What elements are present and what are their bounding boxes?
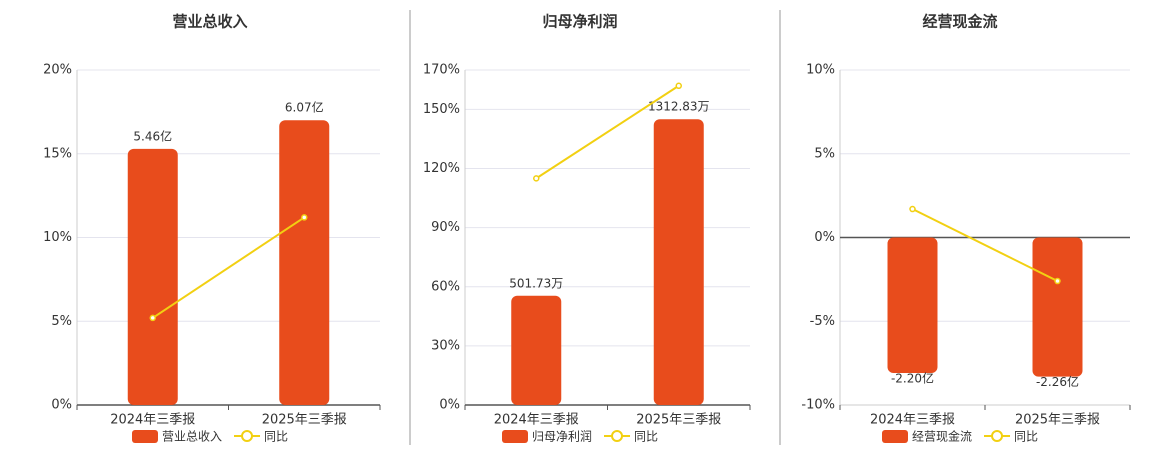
- bar: [887, 237, 938, 373]
- legend-swatch: [882, 430, 908, 443]
- value-label: 6.07亿: [285, 100, 324, 115]
- value-label: 1312.83万: [648, 100, 710, 114]
- line-point: [675, 82, 682, 90]
- chart-title: 归母净利润: [542, 13, 617, 31]
- value-label: 501.73万: [509, 276, 563, 290]
- line: [912, 208, 1058, 282]
- x-tick-label: 2025年三季报: [636, 413, 721, 428]
- legend-swatch: [132, 430, 158, 443]
- x-tick-label: 2024年三季报: [110, 413, 195, 428]
- legend-label: 营业总收入: [162, 430, 222, 444]
- bar: [511, 295, 562, 405]
- bar: [127, 148, 178, 405]
- y-tick-label: 30%: [431, 338, 460, 353]
- legend-label: 同比: [264, 430, 288, 444]
- y-tick-label: 150%: [423, 102, 460, 117]
- value-label: -2.20亿: [891, 370, 934, 385]
- bar: [653, 119, 704, 405]
- y-tick-label: 170%: [423, 63, 460, 78]
- y-tick-label: 20%: [43, 63, 72, 78]
- x-tick-label: 2024年三季报: [870, 413, 955, 428]
- legend-swatch: [241, 430, 254, 442]
- line: [535, 84, 680, 180]
- y-tick-label: -10%: [801, 398, 835, 413]
- bar: [1032, 237, 1083, 377]
- x-tick-label: 2025年三季报: [1015, 413, 1100, 428]
- line-point: [909, 205, 916, 213]
- y-tick-label: -5%: [810, 314, 835, 329]
- line: [152, 216, 305, 319]
- y-tick-label: 10%: [43, 230, 72, 245]
- value-label: -2.26亿: [1036, 374, 1079, 389]
- y-tick-label: 0%: [814, 230, 835, 245]
- legend-swatch: [502, 430, 528, 443]
- y-tick-label: 5%: [814, 146, 835, 161]
- y-tick-label: 15%: [43, 146, 72, 161]
- y-tick-label: 120%: [423, 161, 460, 176]
- y-tick-label: 5%: [51, 314, 72, 329]
- line-point: [1054, 277, 1061, 285]
- legend-label: 同比: [1014, 430, 1038, 444]
- y-tick-label: 60%: [431, 279, 460, 294]
- y-tick-label: 10%: [806, 63, 835, 78]
- value-label: 5.46亿: [133, 128, 172, 143]
- legend-label: 同比: [634, 430, 658, 444]
- legend-swatch: [611, 430, 624, 442]
- x-tick-label: 2024年三季报: [494, 413, 579, 428]
- chart-title: 经营现金流: [922, 13, 997, 31]
- y-tick-label: 0%: [51, 398, 72, 413]
- chart-title: 营业总收入: [172, 13, 247, 31]
- x-tick-label: 2025年三季报: [262, 413, 347, 428]
- legend-swatch: [991, 430, 1004, 442]
- legend-label: 经营现金流: [912, 429, 972, 444]
- line-point: [149, 314, 156, 322]
- legend-label: 归母净利润: [532, 430, 592, 444]
- line-point: [533, 175, 540, 182]
- line-point: [301, 214, 308, 221]
- y-tick-label: 90%: [431, 220, 460, 235]
- bar: [279, 120, 330, 406]
- y-tick-label: 0%: [439, 398, 460, 413]
